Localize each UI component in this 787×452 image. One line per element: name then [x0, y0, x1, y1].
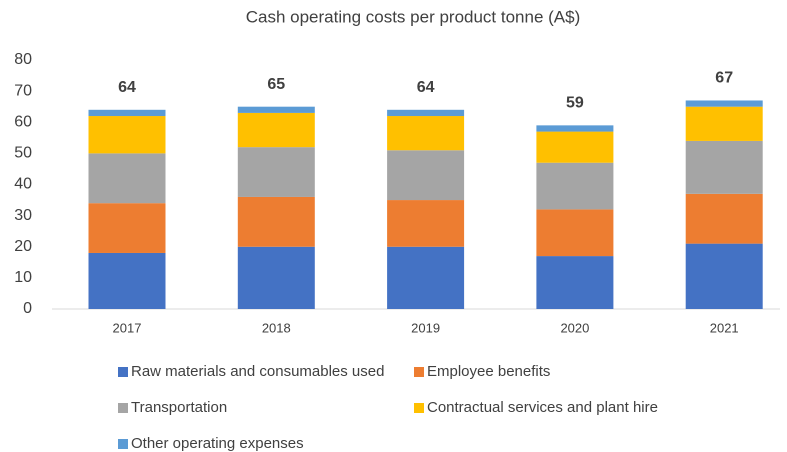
legend-swatch [414, 403, 424, 413]
bar-segment [387, 150, 465, 201]
y-tick-label: 40 [14, 176, 32, 193]
y-tick-label: 60 [14, 113, 32, 130]
y-tick-label: 80 [14, 51, 32, 68]
bar-segment [536, 125, 614, 132]
bar-segment [685, 100, 763, 107]
x-tick-label: 2017 [113, 320, 142, 335]
bar-segment [237, 106, 315, 113]
bar-segment [237, 196, 315, 247]
bar-segment [387, 109, 465, 117]
bar-segment [387, 116, 465, 151]
total-label: 65 [267, 76, 285, 93]
total-label: 59 [566, 95, 584, 112]
bar-segment [685, 193, 763, 244]
bar-segment [88, 109, 166, 117]
legend-label: Employee benefits [427, 363, 550, 380]
bar-segment [536, 162, 614, 210]
legend-swatch [118, 403, 128, 413]
bar-segment [387, 200, 465, 247]
legend-swatch [118, 367, 128, 377]
bar-segment [685, 106, 763, 141]
bar-segment [387, 246, 465, 309]
y-tick-label: 20 [14, 238, 32, 255]
bar-segment [536, 256, 614, 309]
y-tick-label: 10 [14, 269, 32, 286]
bar-segment [685, 243, 763, 309]
bar-segment [88, 153, 166, 204]
bar-segment [88, 203, 166, 253]
bar-segment [88, 116, 166, 154]
x-tick-label: 2018 [262, 320, 291, 335]
x-tick-label: 2020 [560, 320, 589, 335]
bar-segment [685, 140, 763, 194]
y-tick-label: 30 [14, 207, 32, 224]
legend-label: Contractual services and plant hire [427, 399, 658, 416]
legend-swatch [118, 439, 128, 449]
total-label: 64 [118, 79, 136, 96]
bar-segment [536, 131, 614, 163]
bar-segment [237, 246, 315, 309]
bar-segment [237, 147, 315, 197]
bar-segment [536, 209, 614, 257]
y-tick-label: 50 [14, 145, 32, 162]
legend-label: Other operating expenses [131, 435, 304, 452]
bar-segment [88, 252, 166, 309]
bar-segment [237, 112, 315, 148]
legend-label: Raw materials and consumables used [131, 363, 384, 380]
total-label: 64 [417, 79, 435, 96]
chart-title: Cash operating costs per product tonne (… [246, 7, 581, 26]
y-tick-label: 70 [14, 82, 32, 99]
legend-label: Transportation [131, 399, 227, 416]
x-tick-label: 2019 [411, 320, 440, 335]
x-tick-label: 2021 [710, 320, 739, 335]
y-tick-label: 0 [23, 300, 32, 317]
legend-swatch [414, 367, 424, 377]
total-label: 67 [715, 70, 733, 87]
